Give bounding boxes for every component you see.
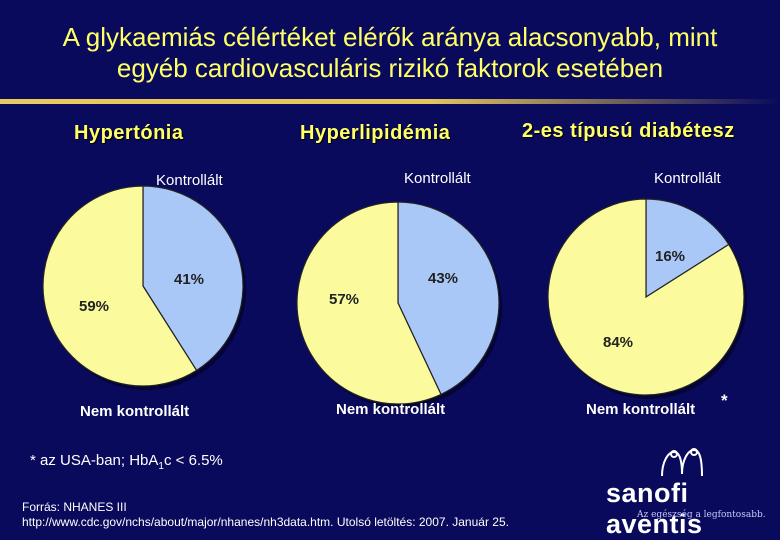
footnote-prefix: * az USA-ban; Hb — [30, 452, 149, 469]
label-controlled-2: Kontrollált — [404, 170, 471, 187]
label-uncontrolled-3: Nem kontrollált — [586, 401, 696, 418]
pct-controlled-3: 16% — [655, 248, 686, 265]
pie-slice-uncontrolled — [42, 185, 198, 387]
pie-slice-uncontrolled — [547, 198, 745, 396]
footnote-hba: A — [148, 452, 159, 469]
pct-uncontrolled-3: 84% — [603, 334, 634, 351]
footnote: * az USA-ban; HbA1c < 6.5% — [30, 452, 223, 472]
title-line-1: A glykaemiás célértéket elérők aránya al… — [62, 22, 718, 52]
sanofi-logo-icon — [661, 448, 703, 477]
footnote-subscript: 1 — [158, 461, 164, 472]
pct-uncontrolled-2: 57% — [329, 291, 360, 308]
pct-controlled-1: 41% — [174, 271, 205, 288]
label-uncontrolled-2: Nem kontrollált — [336, 401, 446, 418]
pie-slice-controlled — [397, 201, 500, 396]
logo-text: sanofi aventis — [606, 478, 703, 539]
footnote-suffix: c < 6.5% — [163, 452, 223, 469]
source-line-2: http://www.cdc.gov/nchs/about/major/nhan… — [22, 515, 509, 529]
asterisk-annotation: * — [721, 391, 728, 410]
label-controlled-3: Kontrollált — [654, 170, 721, 187]
label-uncontrolled-1: Nem kontrollált — [80, 403, 190, 420]
chart-title-diabetes: 2-es típusú diabétesz — [522, 120, 735, 142]
label-controlled-1: Kontrollált — [156, 172, 223, 189]
pct-uncontrolled-1: 59% — [79, 298, 110, 315]
chart-title-hypertonia: Hypertónia — [74, 122, 184, 144]
pct-controlled-2: 43% — [428, 270, 459, 287]
title-line-2: egyéb cardiovasculáris rizikó faktorok e… — [116, 53, 664, 83]
title-divider — [0, 99, 780, 104]
slide-title: A glykaemiás célértéket elérők aránya al… — [0, 22, 780, 84]
pie-slice-uncontrolled — [296, 201, 442, 405]
chart-title-hyperlipidemia: Hyperlipidémia — [300, 122, 451, 144]
source-citation: Forrás: NHANES III http://www.cdc.gov/nc… — [22, 500, 509, 530]
source-line-1: Forrás: NHANES III — [22, 500, 127, 514]
pie-slice-controlled — [645, 198, 730, 299]
logo-tagline: Az egészség a legfontosabb. — [637, 510, 766, 520]
